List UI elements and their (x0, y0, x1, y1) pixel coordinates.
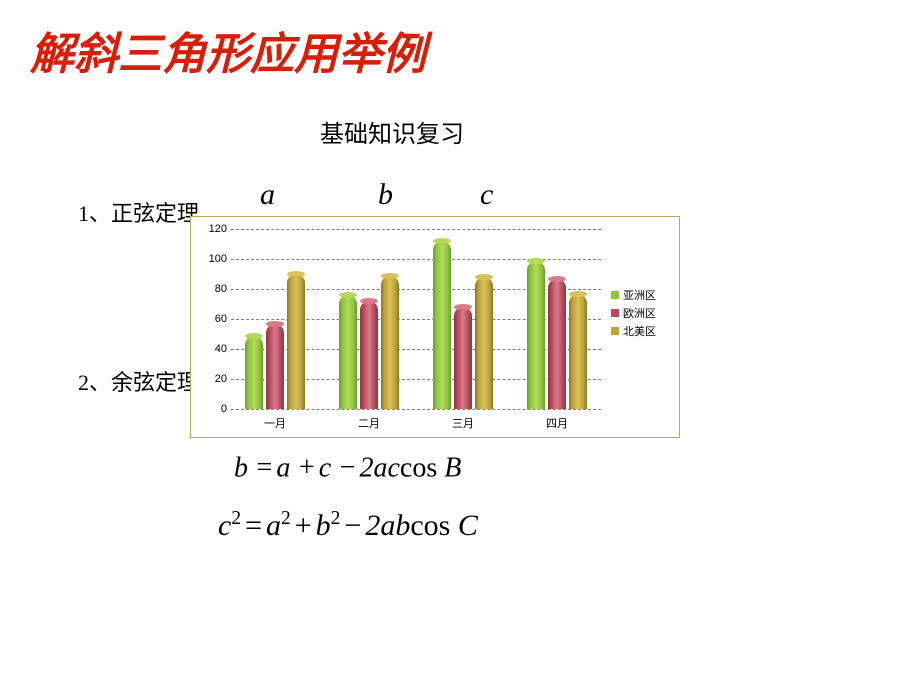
chart-bar-cap (245, 333, 263, 339)
chart-bar-cap (360, 298, 378, 304)
chart-legend-item: 欧洲区 (611, 305, 656, 321)
chart-ytick: 20 (215, 373, 231, 385)
chart-legend-swatch (611, 327, 619, 335)
chart-legend: 亚洲区欧洲区北美区 (611, 287, 656, 341)
chart-bar (475, 277, 493, 409)
chart-xtick: 二月 (358, 409, 380, 431)
chart-bar-cap (569, 291, 587, 297)
chart-legend-item: 亚洲区 (611, 287, 656, 303)
chart-bar-cap (454, 304, 472, 310)
chart-bar (360, 301, 378, 409)
chart-bar-cap (266, 321, 284, 327)
chart-gridline (231, 229, 601, 230)
chart-ytick: 40 (215, 343, 231, 355)
chart-bar-cap (475, 274, 493, 280)
chart-bar (433, 241, 451, 409)
chart-ytick: 0 (221, 403, 231, 415)
item-2-label: 2、余弦定理 (78, 365, 199, 397)
chart-bar-cap (433, 238, 451, 244)
formula-cosine-c: c2=a2+b2−2abcos C (218, 508, 478, 543)
chart-ytick: 120 (209, 223, 231, 235)
chart-xtick: 一月 (264, 409, 286, 431)
chart-bar-cap (548, 276, 566, 282)
chart-gridline (231, 259, 601, 260)
chart-legend-swatch (611, 291, 619, 299)
chart-legend-label: 亚洲区 (623, 287, 656, 303)
chart-bar-cap (527, 258, 545, 264)
chart-bar (287, 274, 305, 409)
chart-plot-area: 020406080100120一月二月三月四月 (231, 229, 601, 409)
chart-legend-label: 北美区 (623, 323, 656, 339)
chart-xtick: 四月 (546, 409, 568, 431)
chart-bar (339, 295, 357, 409)
formula-sine-c: c (480, 178, 493, 212)
chart-bar-cap (287, 271, 305, 277)
chart-legend-item: 北美区 (611, 323, 656, 339)
chart-ytick: 60 (215, 313, 231, 325)
chart-ytick: 80 (215, 283, 231, 295)
subtitle: 基础知识复习 (320, 114, 464, 149)
chart-ytick: 100 (209, 253, 231, 265)
chart-legend-label: 欧洲区 (623, 305, 656, 321)
chart-bar (454, 307, 472, 409)
page-title: 解斜三角形应用举例 (30, 18, 426, 82)
item-1-label: 1、正弦定理 (78, 196, 199, 228)
chart-bar (266, 324, 284, 410)
formula-sine-a: a (260, 178, 275, 212)
chart-bar (245, 336, 263, 410)
chart-bar-cap (339, 292, 357, 298)
chart-bar (548, 279, 566, 410)
chart-bar (527, 261, 545, 410)
chart-bar (381, 276, 399, 410)
chart-legend-swatch (611, 309, 619, 317)
formula-sine-b: b (378, 178, 393, 212)
formula-cosine-b: b =a +c −2accos B (234, 450, 461, 484)
bar-chart: 020406080100120一月二月三月四月 亚洲区欧洲区北美区 (190, 216, 680, 438)
chart-bar (569, 294, 587, 410)
chart-xtick: 三月 (452, 409, 474, 431)
chart-bar-cap (381, 273, 399, 279)
